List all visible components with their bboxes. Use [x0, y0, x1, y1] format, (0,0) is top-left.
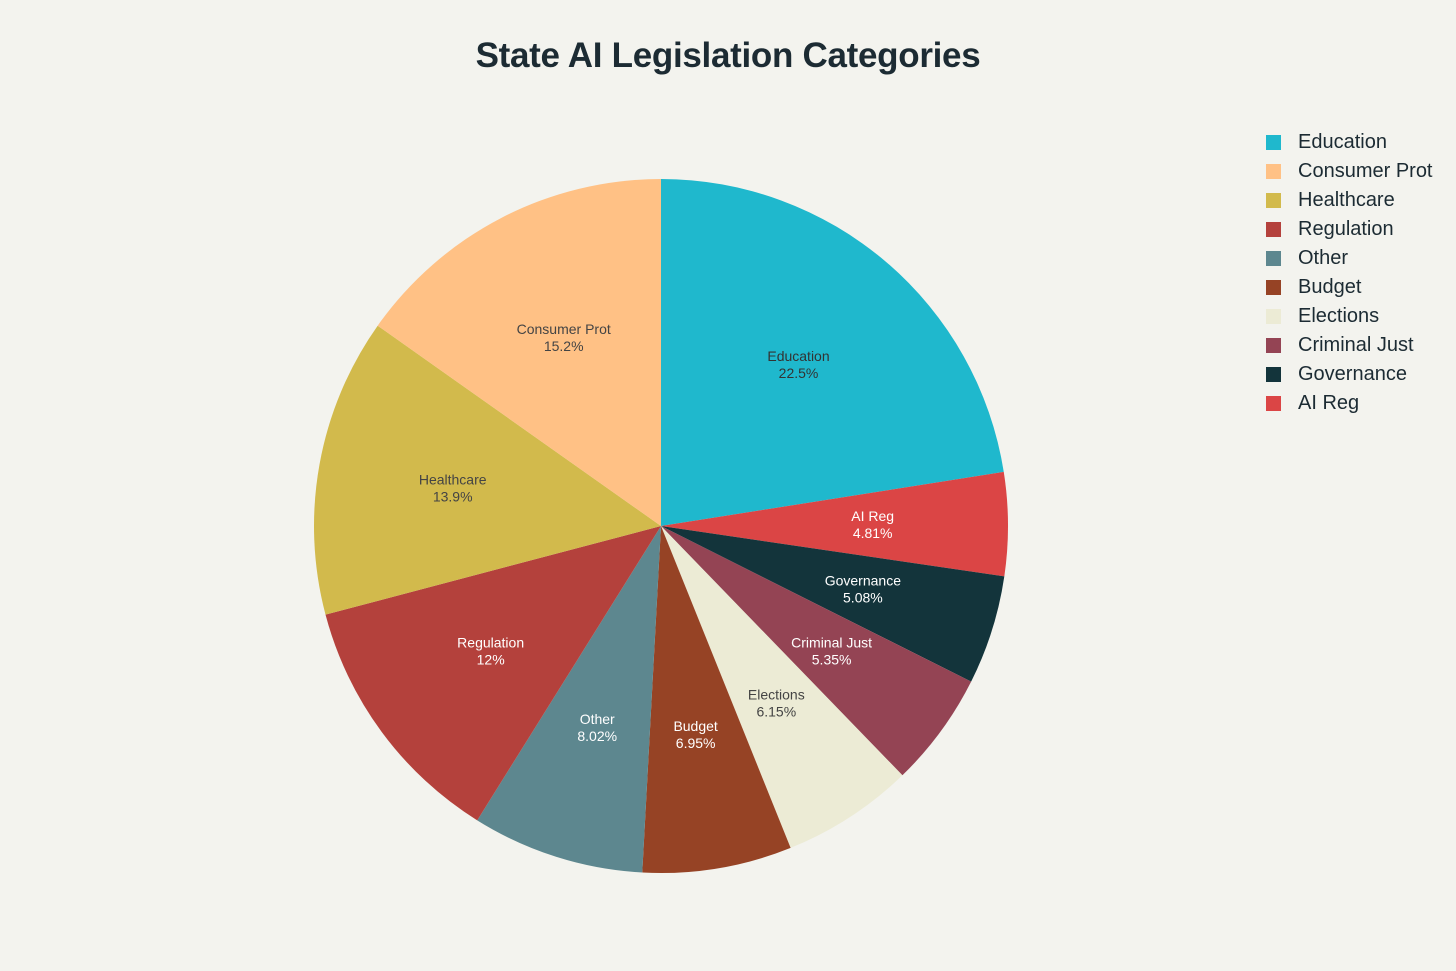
- pie-slice-regulation[interactable]: [325, 526, 661, 821]
- slice-label-ai-reg: AI Reg: [851, 508, 894, 524]
- legend-swatch: [1266, 135, 1281, 150]
- legend-label: Governance: [1298, 363, 1407, 385]
- slice-label-education: Education: [767, 348, 829, 364]
- slice-percent-other: 8.02%: [577, 728, 617, 744]
- legend-swatch: [1266, 193, 1281, 208]
- legend-item-criminal-just[interactable]: Criminal Just: [1266, 331, 1433, 360]
- legend-item-ai-reg[interactable]: AI Reg: [1266, 389, 1433, 418]
- pie-slice-governance[interactable]: [661, 526, 1005, 682]
- legend-label: Other: [1298, 247, 1349, 269]
- pie-slice-healthcare[interactable]: [314, 325, 661, 615]
- legend-label: Criminal Just: [1298, 334, 1414, 356]
- legend-item-governance[interactable]: Governance: [1266, 360, 1433, 389]
- pie-slice-ai-reg[interactable]: [661, 471, 1008, 577]
- slice-percent-healthcare: 13.9%: [433, 488, 473, 504]
- pie-slice-elections[interactable]: [661, 526, 903, 848]
- legend-swatch: [1266, 280, 1281, 295]
- legend-label: Healthcare: [1298, 189, 1395, 211]
- slice-percent-criminal-just: 5.35%: [812, 651, 852, 667]
- legend-item-other[interactable]: Other: [1266, 244, 1433, 273]
- slice-label-other: Other: [580, 711, 615, 727]
- slice-label-consumer-prot: Consumer Prot: [517, 321, 611, 337]
- slice-percent-regulation: 12%: [477, 652, 505, 668]
- legend-swatch: [1266, 309, 1281, 324]
- legend-swatch: [1266, 367, 1281, 382]
- slice-label-criminal-just: Criminal Just: [791, 634, 872, 650]
- slice-percent-elections: 6.15%: [756, 704, 796, 720]
- slice-percent-ai-reg: 4.81%: [853, 525, 893, 541]
- slice-percent-budget: 6.95%: [676, 735, 716, 751]
- legend-swatch: [1266, 396, 1281, 411]
- slice-label-healthcare: Healthcare: [419, 471, 487, 487]
- slice-label-budget: Budget: [673, 718, 717, 734]
- legend-label: Regulation: [1298, 218, 1394, 240]
- legend-item-regulation[interactable]: Regulation: [1266, 215, 1433, 244]
- legend-label: AI Reg: [1298, 392, 1360, 414]
- legend-label: Consumer Prot: [1298, 160, 1433, 182]
- legend-item-elections[interactable]: Elections: [1266, 302, 1433, 331]
- legend-item-education[interactable]: Education: [1266, 128, 1433, 157]
- pie-slice-education[interactable]: [661, 179, 1004, 526]
- pie-slice-other[interactable]: [477, 526, 661, 873]
- slice-percent-consumer-prot: 15.2%: [544, 338, 584, 354]
- legend-swatch: [1266, 222, 1281, 237]
- legend-label: Budget: [1298, 276, 1362, 298]
- slice-percent-governance: 5.08%: [843, 590, 883, 606]
- legend-label: Education: [1298, 131, 1387, 153]
- legend-item-budget[interactable]: Budget: [1266, 273, 1433, 302]
- slice-label-regulation: Regulation: [457, 635, 524, 651]
- slice-label-elections: Elections: [748, 687, 805, 703]
- pie-slice-budget[interactable]: [642, 526, 791, 873]
- legend-label: Elections: [1298, 305, 1380, 327]
- chart-title: State AI Legislation Categories: [475, 36, 981, 75]
- chart-legend: Education Consumer Prot Healthcare Regulati…: [1266, 128, 1433, 418]
- legend-swatch: [1266, 251, 1281, 266]
- legend-swatch: [1266, 338, 1281, 353]
- pie-slice-criminal-just[interactable]: [661, 526, 972, 776]
- legend-item-consumer-prot[interactable]: Consumer Prot: [1266, 157, 1433, 186]
- legend-item-healthcare[interactable]: Healthcare: [1266, 186, 1433, 215]
- legend-swatch: [1266, 164, 1281, 179]
- pie-slices: [314, 179, 1008, 873]
- slice-percent-education: 22.5%: [779, 365, 819, 381]
- slice-label-governance: Governance: [825, 573, 901, 589]
- pie-slice-consumer-prot[interactable]: [377, 179, 661, 526]
